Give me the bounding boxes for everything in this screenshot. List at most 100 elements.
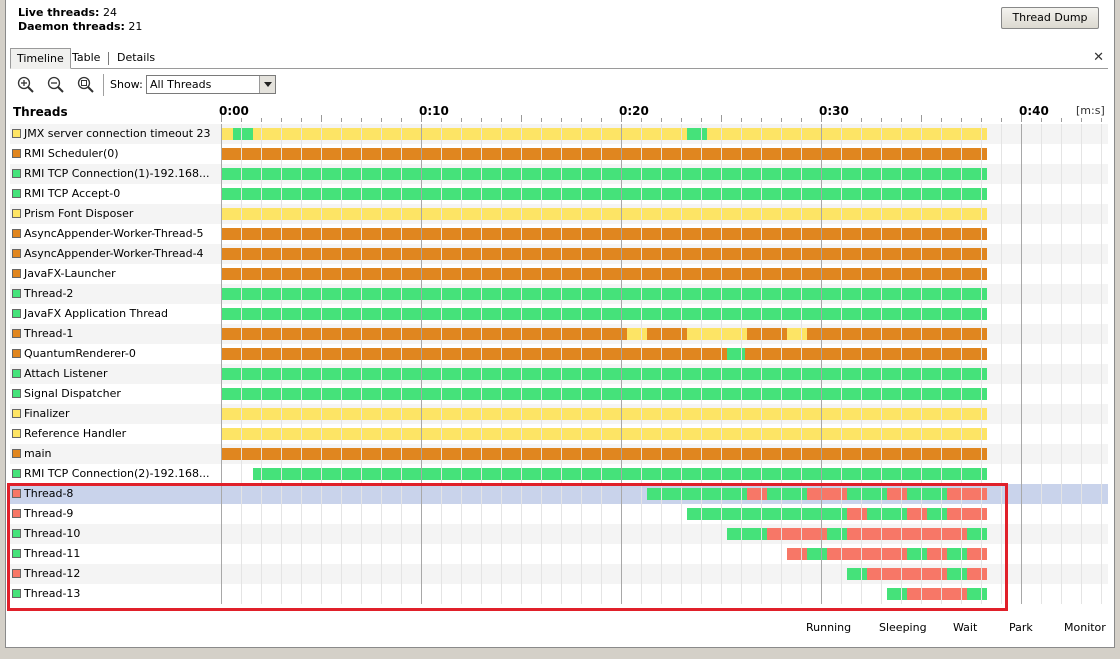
daemon-threads-label: Daemon threads:: [18, 20, 125, 33]
show-filter-value: All Threads: [150, 78, 212, 91]
thread-state-swatch: [12, 249, 21, 258]
view-tab-bar: Timeline Table Details ✕: [10, 48, 1108, 69]
grid-line: [641, 124, 642, 604]
time-label: 0:10: [419, 104, 449, 118]
thread-state-swatch: [12, 529, 21, 538]
axis-tick: [781, 118, 782, 122]
axis-tick: [641, 118, 642, 122]
axis-tick: [521, 115, 522, 122]
thread-row[interactable]: Thread-1: [10, 324, 1108, 344]
thread-row[interactable]: JavaFX-Launcher: [10, 264, 1108, 284]
close-icon[interactable]: ✕: [1093, 50, 1104, 65]
thread-name: Reference Handler: [12, 427, 126, 441]
grid-line: [921, 124, 922, 604]
thread-state-swatch: [12, 589, 21, 598]
grid-line: [1041, 124, 1042, 604]
thread-row[interactable]: RMI TCP Connection(2)-192.168...: [10, 464, 1108, 484]
thread-row[interactable]: AsyncAppender-Worker-Thread-4: [10, 244, 1108, 264]
thread-row[interactable]: Signal Dispatcher: [10, 384, 1108, 404]
thread-row[interactable]: Reference Handler: [10, 424, 1108, 444]
thread-state-segment: [847, 508, 867, 520]
axis-tick: [761, 118, 762, 122]
thread-row[interactable]: Thread-13: [10, 584, 1108, 604]
thread-state-swatch: [12, 569, 21, 578]
thread-row[interactable]: RMI Scheduler(0): [10, 144, 1108, 164]
grid-line: [701, 124, 702, 604]
grid-line: [741, 124, 742, 604]
axis-tick: [941, 118, 942, 122]
thread-name-text: AsyncAppender-Worker-Thread-4: [24, 247, 204, 260]
zoom-in-icon[interactable]: [16, 75, 36, 95]
threads-column-header: Threads: [13, 105, 68, 119]
thread-row[interactable]: Finalizer: [10, 404, 1108, 424]
thread-row[interactable]: Thread-11: [10, 544, 1108, 564]
axis-tick: [481, 118, 482, 122]
axis-tick: [1041, 118, 1042, 122]
grid-line: [621, 124, 622, 604]
thread-name-text: Thread-12: [24, 567, 81, 580]
thread-state-segment: [221, 388, 987, 400]
thread-row[interactable]: main: [10, 444, 1108, 464]
thread-state-segment: [807, 328, 987, 340]
thread-row[interactable]: Thread-9: [10, 504, 1108, 524]
axis-tick: [721, 115, 722, 122]
legend-label: Running: [806, 621, 852, 634]
grid-line: [361, 124, 362, 604]
thread-state-segment: [787, 548, 807, 560]
grid-line: [341, 124, 342, 604]
axis-tick: [301, 118, 302, 122]
grid-line: [261, 124, 262, 604]
thread-name: QuantumRenderer-0: [12, 347, 136, 361]
thread-name: Thread-2: [12, 287, 73, 301]
axis-tick: [1021, 112, 1022, 122]
thread-name: Thread-8: [12, 487, 73, 501]
axis-tick: [221, 112, 222, 122]
thread-row[interactable]: RMI TCP Connection(1)-192.168...: [10, 164, 1108, 184]
thread-state-segment: [221, 148, 987, 160]
thread-row[interactable]: Attach Listener: [10, 364, 1108, 384]
thread-state-segment: [221, 448, 987, 460]
thread-state-swatch: [12, 129, 21, 138]
thread-state-segment: [221, 428, 987, 440]
zoom-fit-icon[interactable]: [76, 75, 96, 95]
thread-row[interactable]: Prism Font Disposer: [10, 204, 1108, 224]
thread-name-text: Signal Dispatcher: [24, 387, 121, 400]
thread-row[interactable]: Thread-2: [10, 284, 1108, 304]
thread-dump-button[interactable]: Thread Dump: [1001, 7, 1099, 29]
thread-state-swatch: [12, 329, 21, 338]
thread-name-text: Reference Handler: [24, 427, 127, 440]
thread-state-segment: [627, 328, 647, 340]
tab-timeline[interactable]: Timeline: [10, 48, 71, 69]
show-filter-select[interactable]: All Threads: [146, 75, 276, 94]
thread-row[interactable]: Thread-8: [10, 484, 1108, 504]
thread-state-segment: [727, 348, 745, 360]
thread-name: Signal Dispatcher: [12, 387, 121, 401]
thread-row[interactable]: RMI TCP Accept-0: [10, 184, 1108, 204]
thread-row[interactable]: Thread-10: [10, 524, 1108, 544]
thread-name: Thread-1: [12, 327, 73, 341]
thread-row[interactable]: QuantumRenderer-0: [10, 344, 1108, 364]
tab-details[interactable]: Details: [117, 51, 156, 64]
grid-line: [1101, 124, 1102, 604]
grid-line: [541, 124, 542, 604]
thread-state-swatch: [12, 349, 21, 358]
axis-tick: [981, 118, 982, 122]
thread-state-segment: [221, 328, 627, 340]
thread-row[interactable]: Thread-12: [10, 564, 1108, 584]
thread-row[interactable]: AsyncAppender-Worker-Thread-5: [10, 224, 1108, 244]
thread-state-segment: [907, 588, 967, 600]
grid-line: [381, 124, 382, 604]
thread-row[interactable]: JMX server connection timeout 23: [10, 124, 1108, 144]
axis-tick: [1101, 118, 1102, 122]
axis-tick: [661, 118, 662, 122]
thread-name: Thread-10: [12, 527, 80, 541]
chevron-down-icon[interactable]: [259, 76, 275, 93]
thread-name: RMI TCP Accept-0: [12, 187, 120, 201]
grid-line: [601, 124, 602, 604]
grid-line: [281, 124, 282, 604]
time-label: 0:30: [819, 104, 849, 118]
thread-state-segment: [221, 208, 987, 220]
tab-table[interactable]: Table: [72, 51, 101, 64]
thread-row[interactable]: JavaFX Application Thread: [10, 304, 1108, 324]
zoom-out-icon[interactable]: [46, 75, 66, 95]
